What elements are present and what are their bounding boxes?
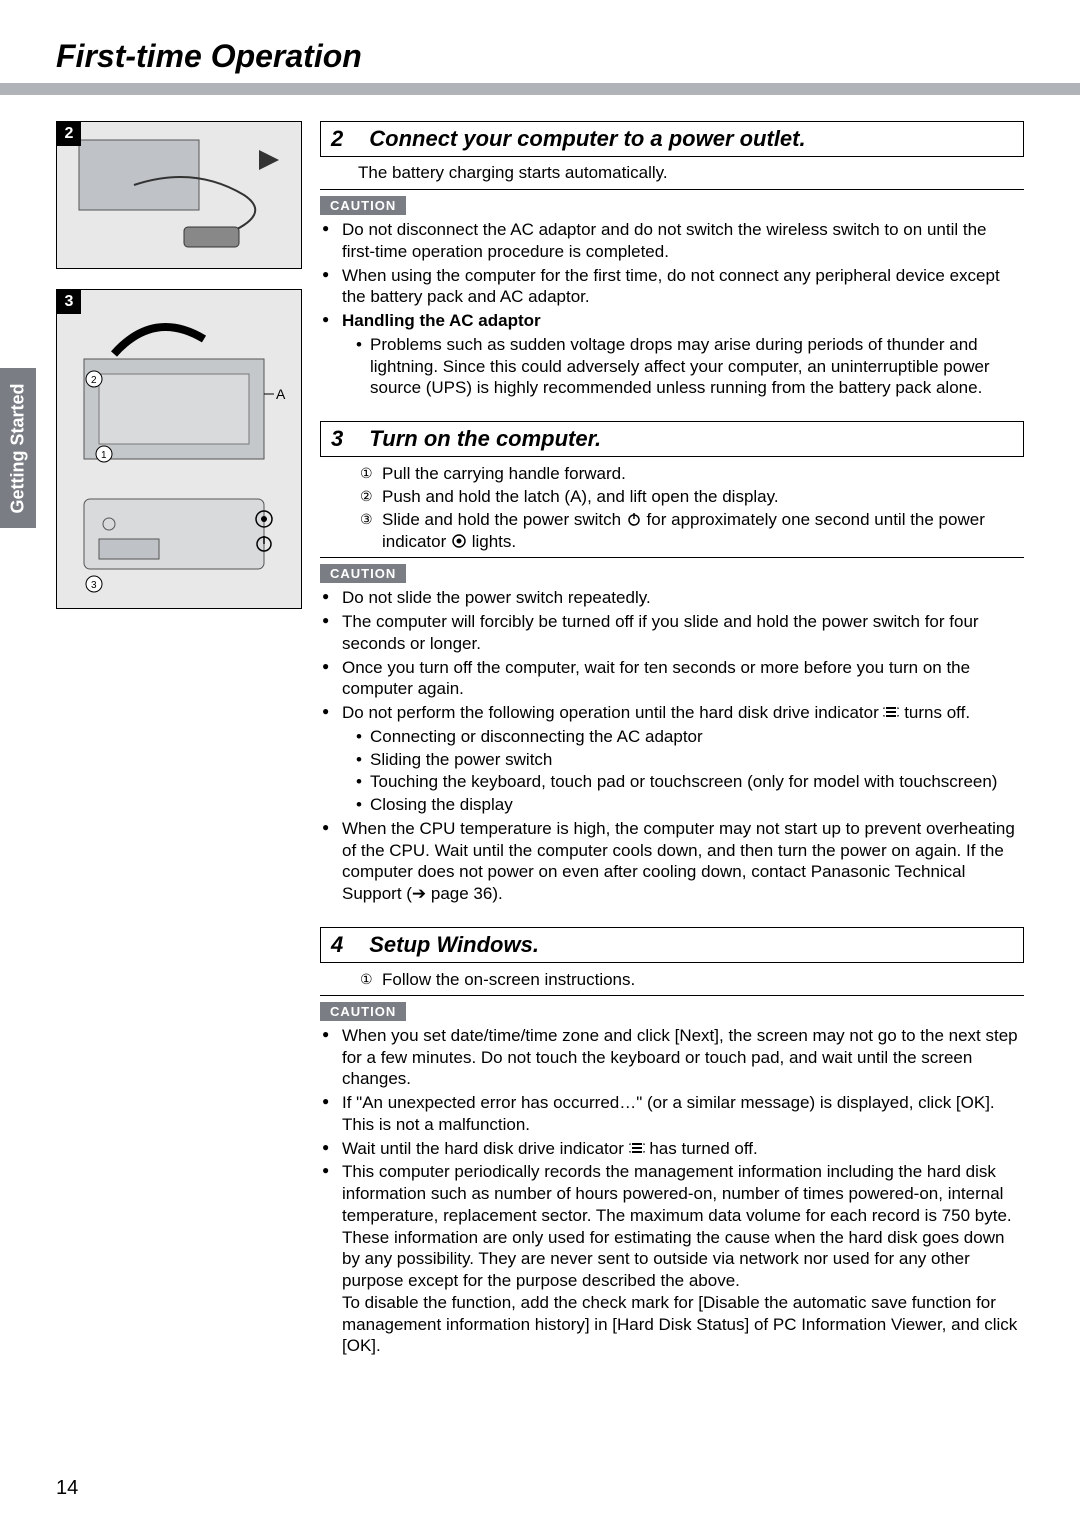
list-item: Do not slide the power switch repeatedly… xyxy=(320,587,1024,609)
section-3-caution-list: Do not slide the power switch repeatedly… xyxy=(320,587,1024,905)
section-2: 2 Connect your computer to a power outle… xyxy=(320,121,1024,399)
list-item: Connecting or disconnecting the AC adapt… xyxy=(356,726,1024,748)
indicator-icon xyxy=(451,533,467,549)
section-3-header: 3 Turn on the computer. xyxy=(320,421,1024,457)
figure-3-illustration: 2 1 A 3 xyxy=(64,299,294,599)
list-item: When using the computer for the first ti… xyxy=(320,265,1024,309)
continuation-text: To disable the function, add the check m… xyxy=(342,1292,1024,1357)
right-column: 2 Connect your computer to a power outle… xyxy=(320,121,1024,1379)
section-2-title: Connect your computer to a power outlet. xyxy=(369,126,805,152)
sub-list: Problems such as sudden voltage drops ma… xyxy=(356,334,1024,399)
hdd-icon xyxy=(629,1140,645,1156)
divider xyxy=(320,189,1024,190)
svg-text:3: 3 xyxy=(91,580,97,591)
list-item: When the CPU temperature is high, the co… xyxy=(320,818,1024,905)
svg-text:1: 1 xyxy=(101,450,107,461)
list-item: ①Pull the carrying handle forward. xyxy=(360,463,1024,485)
section-2-num: 2 xyxy=(331,126,343,152)
list-item: Wait until the hard disk drive indicator… xyxy=(320,1138,1024,1160)
section-2-caution-list: Do not disconnect the AC adaptor and do … xyxy=(320,219,1024,399)
list-item: Do not disconnect the AC adaptor and do … xyxy=(320,219,1024,263)
list-item: ②Push and hold the latch (A), and lift o… xyxy=(360,486,1024,508)
page-number: 14 xyxy=(56,1477,78,1500)
figure-3-badge: 3 xyxy=(57,290,81,314)
list-item: Sliding the power switch xyxy=(356,749,1024,771)
section-4-title: Setup Windows. xyxy=(369,932,539,958)
section-3-title: Turn on the computer. xyxy=(369,426,601,452)
section-3-num: 3 xyxy=(331,426,343,452)
figure-3-image: 3 2 1 A 3 xyxy=(56,289,302,609)
section-4: 4 Setup Windows. ①Follow the on-screen i… xyxy=(320,927,1024,1357)
section-4-steps: ①Follow the on-screen instructions. xyxy=(320,969,1024,991)
figure-2-image: 2 xyxy=(56,121,302,269)
list-item: Handling the AC adaptor Problems such as… xyxy=(320,310,1024,399)
power-icon xyxy=(626,511,642,527)
side-tab: Getting Started xyxy=(0,368,36,528)
list-item: When you set date/time/time zone and cli… xyxy=(320,1025,1024,1090)
left-column: 2 3 2 1 A xyxy=(56,121,302,1379)
list-item: The computer will forcibly be turned off… xyxy=(320,611,1024,655)
caution-label: CAUTION xyxy=(320,564,406,583)
content-area: 2 3 2 1 A xyxy=(56,121,1024,1379)
list-item: Once you turn off the computer, wait for… xyxy=(320,657,1024,701)
section-2-intro: The battery charging starts automaticall… xyxy=(320,163,1024,183)
sub-list: Connecting or disconnecting the AC adapt… xyxy=(356,726,1024,816)
list-item: Problems such as sudden voltage drops ma… xyxy=(356,334,1024,399)
section-4-num: 4 xyxy=(331,932,343,958)
svg-text:A: A xyxy=(276,386,286,402)
caution-label: CAUTION xyxy=(320,1002,406,1021)
section-4-header: 4 Setup Windows. xyxy=(320,927,1024,963)
side-tab-label: Getting Started xyxy=(8,383,29,513)
list-item: ③ Slide and hold the power switch for ap… xyxy=(360,509,1024,553)
figure-2-badge: 2 xyxy=(57,122,81,146)
list-item: This computer periodically records the m… xyxy=(320,1161,1024,1357)
figure-2-illustration xyxy=(74,135,284,255)
hdd-icon xyxy=(883,704,899,720)
list-item: Touching the keyboard, touch pad or touc… xyxy=(356,771,1024,793)
caution-label: CAUTION xyxy=(320,196,406,215)
list-item: If "An unexpected error has occurred…" (… xyxy=(320,1092,1024,1136)
divider xyxy=(320,995,1024,996)
section-3: 3 Turn on the computer. ①Pull the carryi… xyxy=(320,421,1024,905)
svg-text:2: 2 xyxy=(91,375,97,386)
section-4-caution-list: When you set date/time/time zone and cli… xyxy=(320,1025,1024,1357)
document-page: First-time Operation Getting Started 2 3 xyxy=(0,0,1080,1409)
list-item: ①Follow the on-screen instructions. xyxy=(360,969,1024,991)
list-item: Closing the display xyxy=(356,794,1024,816)
page-title: First-time Operation xyxy=(56,38,1024,75)
section-3-steps: ①Pull the carrying handle forward. ②Push… xyxy=(320,463,1024,553)
title-underline-bar xyxy=(0,83,1080,95)
list-item: Do not perform the following operation u… xyxy=(320,702,1024,816)
divider xyxy=(320,557,1024,558)
section-2-header: 2 Connect your computer to a power outle… xyxy=(320,121,1024,157)
